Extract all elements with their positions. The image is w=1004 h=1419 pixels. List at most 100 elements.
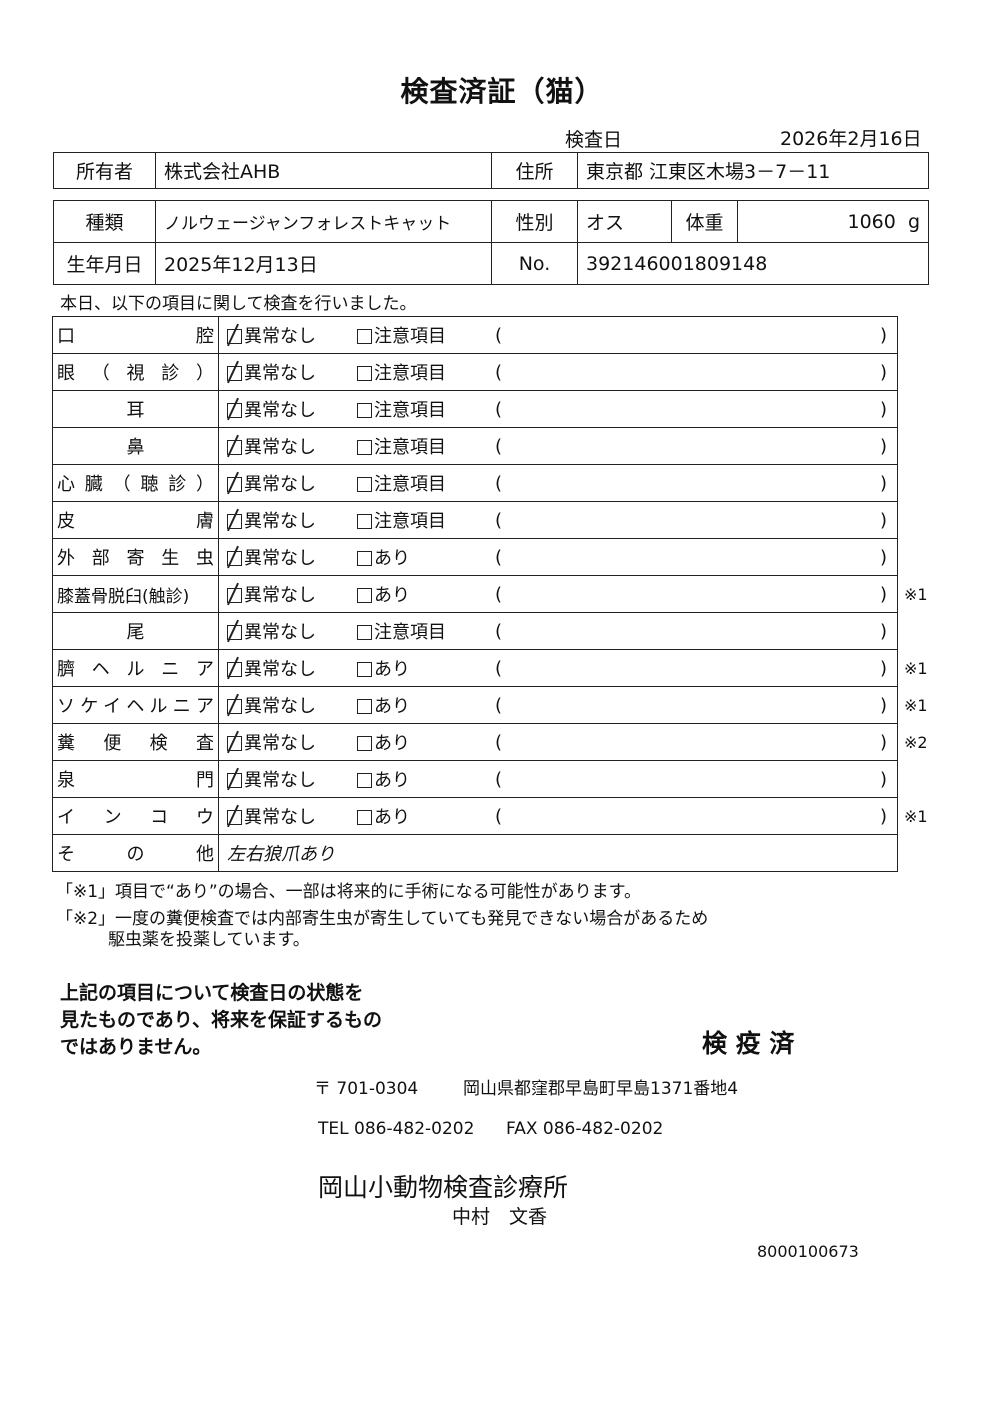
normal-checkbox[interactable] bbox=[227, 624, 242, 640]
exam-item-text: 心臓（聴診） bbox=[57, 474, 214, 495]
exam-item-text: 眼（視診） bbox=[57, 363, 214, 384]
normal-checkbox[interactable] bbox=[227, 735, 242, 751]
number-value: 392146001809148 bbox=[577, 242, 929, 285]
exam-row: 外部寄生虫 異常なし あり () bbox=[52, 538, 898, 576]
postal-code: 〒 701-0304 bbox=[314, 1079, 419, 1099]
disclaimer-line: 上記の項目について検査日の状態を bbox=[60, 982, 364, 1004]
other-label: その他 bbox=[52, 834, 219, 872]
sex-label: 性別 bbox=[491, 200, 578, 243]
normal-label: 異常なし bbox=[244, 659, 316, 680]
normal-checkbox[interactable] bbox=[227, 550, 242, 566]
exam-item-label: 外部寄生虫 bbox=[52, 538, 219, 576]
other-value: 左右狼爪あり bbox=[218, 834, 898, 872]
exam-item-label: 口 腔 bbox=[52, 316, 219, 354]
finding-checkbox[interactable] bbox=[357, 661, 372, 677]
footnote-marker: ※1 bbox=[904, 585, 928, 604]
normal-checkbox[interactable] bbox=[227, 476, 242, 492]
normal-label: 異常なし bbox=[244, 437, 316, 458]
finding-checkbox[interactable] bbox=[357, 439, 372, 455]
address-value: 東京都 江東区木場3－7－11 bbox=[577, 152, 929, 189]
finding-label: 注意項目 bbox=[374, 400, 446, 421]
normal-label: 異常なし bbox=[244, 511, 316, 532]
finding-checkbox[interactable] bbox=[357, 550, 372, 566]
finding-checkbox[interactable] bbox=[357, 402, 372, 418]
finding-checkbox[interactable] bbox=[357, 809, 372, 825]
exam-row: ソケイヘルニア 異常なし あり () bbox=[52, 686, 898, 724]
paren-close: ) bbox=[879, 694, 887, 716]
exam-item-text: 臍ヘルニア bbox=[57, 659, 214, 680]
exam-row: 皮 膚 異常なし 注意項目 () bbox=[52, 501, 898, 539]
footnote-1: 「※1」項目で“あり”の場合、一部は将来的に手術になる可能性があります。 bbox=[56, 882, 641, 902]
exam-row: 臍ヘルニア 異常なし あり () bbox=[52, 649, 898, 687]
exam-row: インコウ 異常なし あり () bbox=[52, 797, 898, 835]
paren-open: ( bbox=[495, 509, 503, 531]
exam-item-label: ソケイヘルニア bbox=[52, 686, 219, 724]
normal-label: 異常なし bbox=[244, 474, 316, 495]
birth-value: 2025年12月13日 bbox=[155, 242, 492, 285]
paren-open: ( bbox=[495, 398, 503, 420]
disclaimer-line: 見たものであり、将来を保証するもの bbox=[60, 1009, 383, 1031]
normal-label: 異常なし bbox=[244, 696, 316, 717]
paren-open: ( bbox=[495, 324, 503, 346]
paren-open: ( bbox=[495, 731, 503, 753]
normal-checkbox[interactable] bbox=[227, 698, 242, 714]
breed-value: ノルウェージャンフォレストキャット bbox=[155, 200, 492, 243]
paren-close: ) bbox=[879, 361, 887, 383]
paren-close: ) bbox=[879, 731, 887, 753]
finding-checkbox[interactable] bbox=[357, 698, 372, 714]
normal-label: 異常なし bbox=[244, 400, 316, 421]
document-title: 検査済証（猫） bbox=[400, 75, 604, 108]
normal-checkbox[interactable] bbox=[227, 365, 242, 381]
exam-item-text: 皮 膚 bbox=[57, 511, 214, 532]
exam-row-other: その他 左右狼爪あり bbox=[52, 834, 898, 872]
weight-label: 体重 bbox=[671, 200, 738, 243]
finding-checkbox[interactable] bbox=[357, 476, 372, 492]
clinic-name: 岡山小動物検査診療所 bbox=[318, 1173, 569, 1202]
finding-checkbox[interactable] bbox=[357, 587, 372, 603]
exam-item-label: 臍ヘルニア bbox=[52, 649, 219, 687]
exam-row: 糞便検査 異常なし あり () bbox=[52, 723, 898, 761]
exam-item-label: 心臓（聴診） bbox=[52, 464, 219, 502]
exam-item-label: 皮 膚 bbox=[52, 501, 219, 539]
normal-checkbox[interactable] bbox=[227, 587, 242, 603]
normal-checkbox[interactable] bbox=[227, 772, 242, 788]
exam-item-label: 膝蓋骨脱臼(触診) bbox=[52, 575, 219, 613]
normal-checkbox[interactable] bbox=[227, 661, 242, 677]
normal-checkbox[interactable] bbox=[227, 513, 242, 529]
normal-checkbox[interactable] bbox=[227, 809, 242, 825]
normal-checkbox[interactable] bbox=[227, 439, 242, 455]
disclaimer: 上記の項目について検査日の状態を 見たものであり、将来を保証するもの ではありま… bbox=[60, 980, 382, 1061]
normal-label: 異常なし bbox=[244, 585, 316, 606]
finding-checkbox[interactable] bbox=[357, 513, 372, 529]
pet-table: 種類 ノルウェージャンフォレストキャット 性別 オス 体重 1060 g 生年月… bbox=[53, 200, 929, 285]
paren-open: ( bbox=[495, 435, 503, 457]
exam-row: 口 腔 異常なし 注意項目 () bbox=[52, 316, 898, 354]
tel: TEL 086-482-0202 bbox=[318, 1119, 475, 1139]
finding-checkbox[interactable] bbox=[357, 365, 372, 381]
finding-label: 注意項目 bbox=[374, 363, 446, 384]
paren-close: ) bbox=[879, 657, 887, 679]
finding-checkbox[interactable] bbox=[357, 772, 372, 788]
paren-close: ) bbox=[879, 805, 887, 827]
finding-checkbox[interactable] bbox=[357, 328, 372, 344]
exam-row: 膝蓋骨脱臼(触診) 異常なし あり () bbox=[52, 575, 898, 613]
finding-checkbox[interactable] bbox=[357, 735, 372, 751]
document-number: 8000100673 bbox=[757, 1242, 859, 1261]
normal-label: 異常なし bbox=[244, 733, 316, 754]
exam-item-text: 耳 bbox=[126, 400, 145, 421]
exam-item-label: 眼（視診） bbox=[52, 353, 219, 391]
sex-value: オス bbox=[577, 200, 672, 243]
exam-item-label: 尾 bbox=[52, 612, 219, 650]
paren-open: ( bbox=[495, 583, 503, 605]
paren-open: ( bbox=[495, 620, 503, 642]
exam-row: 耳 異常なし 注意項目 () bbox=[52, 390, 898, 428]
normal-checkbox[interactable] bbox=[227, 328, 242, 344]
vet-name: 中村 文香 bbox=[452, 1206, 548, 1228]
exam-row: 鼻 異常なし 注意項目 () bbox=[52, 427, 898, 465]
weight-unit: g bbox=[907, 210, 920, 233]
finding-checkbox[interactable] bbox=[357, 624, 372, 640]
normal-checkbox[interactable] bbox=[227, 402, 242, 418]
paren-close: ) bbox=[879, 546, 887, 568]
exam-row: 眼（視診） 異常なし 注意項目 () bbox=[52, 353, 898, 391]
paren-open: ( bbox=[495, 768, 503, 790]
